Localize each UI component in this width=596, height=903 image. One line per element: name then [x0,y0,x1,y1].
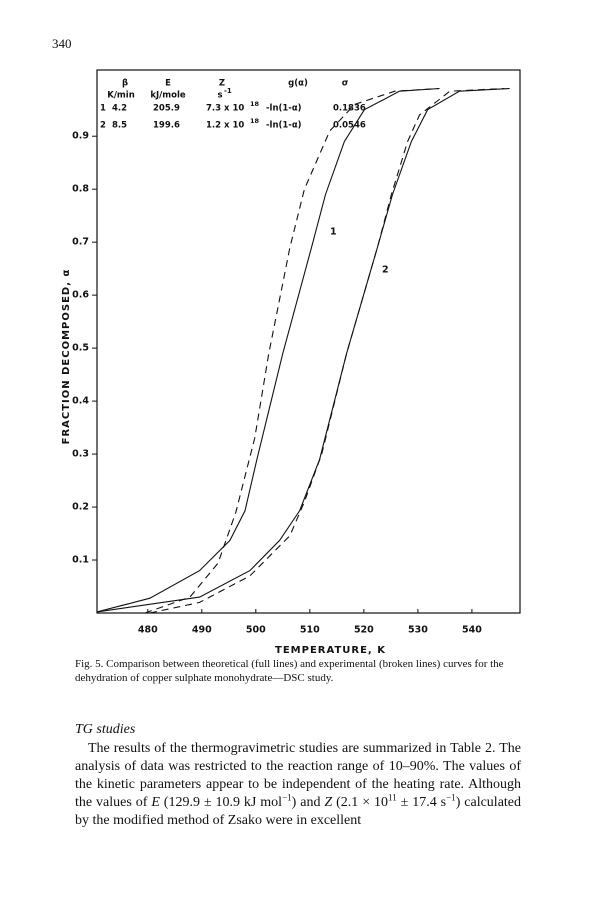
y-tick-label: 0.5 [72,343,89,354]
text-run: The results of the thermogravimetric stu… [75,741,521,810]
table-cell: 1.2 x 10 [206,121,244,131]
y-axis-label: FRACTION DECOMPOSED, α [61,269,72,445]
text-run: (2.1 × 10 [332,795,389,810]
data-line [96,87,440,613]
table-unit: K/min [107,91,135,101]
superscript: −1 [446,792,456,803]
y-tick-label: 0.7 [72,237,89,248]
table-cell: 4.2 [112,104,127,114]
text-run: ) and [291,795,325,810]
table-header: Z [219,79,225,89]
section-heading: TG studies [75,722,136,737]
x-tick-label: 500 [246,625,266,636]
page-number: 340 [52,36,72,51]
symbol: Z [324,795,333,810]
superscript: −1 [282,792,292,803]
x-tick-label: 530 [408,625,428,636]
y-tick-label: 0.6 [72,290,89,301]
y-tick-label: 0.1 [72,555,89,566]
curve-label: 2 [382,265,389,276]
table-cell: 2 [100,121,106,131]
table-cell: 8.5 [112,121,127,131]
text-run: ± 17.4 s [396,795,447,810]
y-tick-label: 0.4 [72,396,89,407]
table-cell: 0.0546 [333,121,366,131]
x-tick-label: 540 [462,625,482,636]
table-cell: -ln(1-α) [266,104,302,114]
y-tick-label: 0.9 [72,131,89,142]
table-cell: 0.1836 [333,104,366,114]
table-cell-exponent: 18 [250,100,260,108]
table-header: σ [342,79,349,89]
table-cell: 205.9 [153,104,180,114]
table-unit: s [217,91,222,101]
text-run: ) calculated by the modified method of Z… [75,795,522,828]
table-cell: 1 [100,104,106,114]
table-unit: kJ/mole [150,91,186,101]
y-tick-label: 0.3 [72,449,89,460]
table-header: E [165,79,171,89]
x-tick-label: 510 [300,625,320,636]
data-line [96,87,510,613]
table-cell: -ln(1-α) [266,121,302,131]
data-line [149,87,505,614]
superscript: 11 [388,792,397,803]
table-cell-exponent: 18 [250,117,260,125]
data-line [144,87,440,614]
table-header: β [122,79,128,89]
x-axis-label: TEMPERATURE, K [275,645,386,656]
text-run: (129.9 ± 10.9 kJ mol [159,795,283,810]
x-tick-label: 490 [192,625,212,636]
figure-caption: Fig. 5. Comparison between theoretical (… [75,658,504,684]
x-tick-label: 480 [138,625,158,636]
table-header: g(α) [288,79,308,89]
y-tick-label: 0.8 [72,184,89,195]
symbol: E [151,795,160,810]
x-tick-label: 520 [354,625,374,636]
table-cell: 7.3 x 10 [206,104,244,114]
table-cell: 199.6 [153,121,180,131]
paragraph: The results of the thermogravimetric stu… [75,740,521,830]
table-unit-exponent: -1 [224,87,232,95]
y-tick-label: 0.2 [72,502,89,513]
curve-label: 1 [330,227,337,238]
plot-frame [96,69,521,614]
